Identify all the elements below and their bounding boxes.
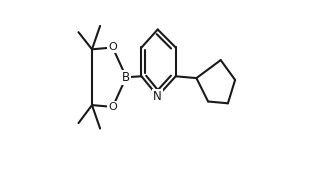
Text: O: O [108, 102, 117, 112]
Text: O: O [108, 42, 117, 52]
Text: N: N [153, 90, 162, 103]
Text: B: B [122, 71, 130, 84]
